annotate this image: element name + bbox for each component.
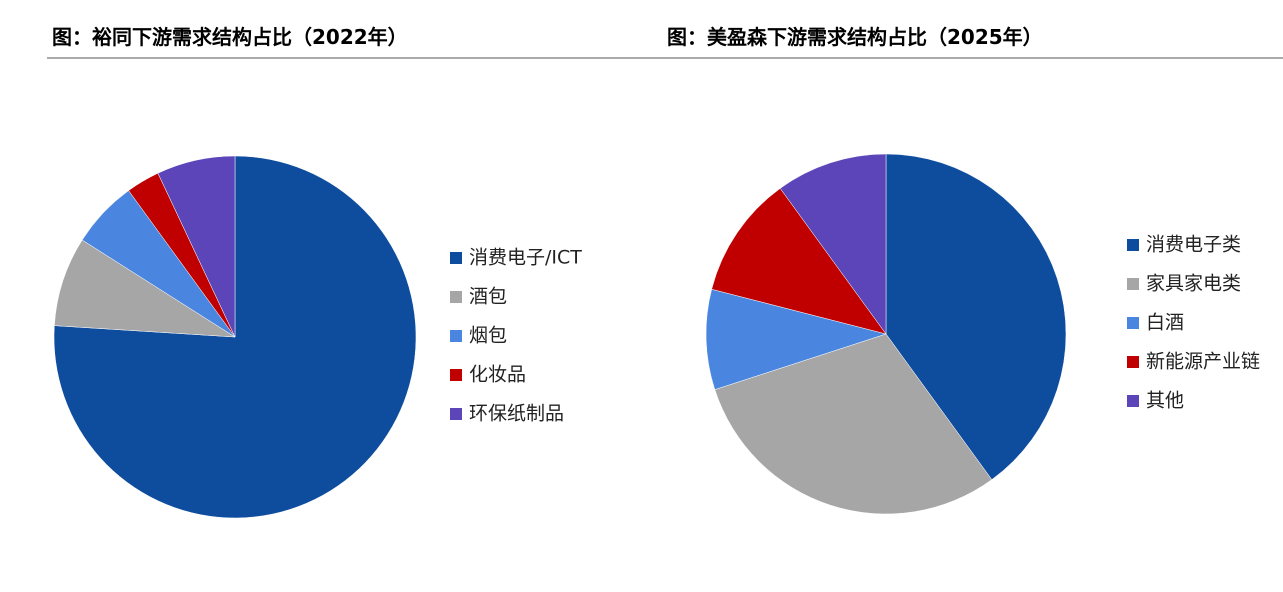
pie-slice bbox=[54, 239, 236, 338]
legend-label: 化妆品 bbox=[469, 364, 526, 386]
legend-label: 白酒 bbox=[1146, 312, 1184, 334]
pie-slice bbox=[705, 288, 887, 390]
pie-slice bbox=[157, 155, 236, 338]
legend-label: 消费电子/ICT bbox=[469, 247, 582, 269]
legend-swatch bbox=[1127, 356, 1139, 368]
legend-swatch bbox=[450, 291, 462, 303]
legend-swatch bbox=[450, 408, 462, 420]
legend-swatch bbox=[1127, 317, 1139, 329]
legend-swatch bbox=[1127, 278, 1139, 290]
chart-title: 图：美盈森下游需求结构占比（2025年） bbox=[667, 25, 1043, 49]
pie-slice bbox=[53, 155, 417, 519]
legend-swatch bbox=[1127, 239, 1139, 251]
legend-label: 环保纸制品 bbox=[469, 403, 564, 425]
pie-slice bbox=[779, 153, 887, 335]
legend-label: 家具家电类 bbox=[1146, 273, 1241, 295]
legend-label: 酒包 bbox=[469, 286, 507, 308]
legend-label: 消费电子类 bbox=[1146, 234, 1241, 256]
legend-label: 新能源产业链 bbox=[1146, 351, 1260, 373]
pie-slice bbox=[714, 333, 993, 515]
pie-slice bbox=[711, 188, 887, 335]
legend-swatch bbox=[450, 252, 462, 264]
legend-swatch bbox=[1127, 395, 1139, 407]
legend-swatch bbox=[450, 369, 462, 381]
legend-label: 其他 bbox=[1146, 390, 1184, 412]
chart-title: 图：裕同下游需求结构占比（2022年） bbox=[52, 25, 408, 49]
legend-label: 烟包 bbox=[469, 325, 507, 347]
legend-swatch bbox=[450, 330, 462, 342]
pie-slice bbox=[885, 153, 1067, 480]
